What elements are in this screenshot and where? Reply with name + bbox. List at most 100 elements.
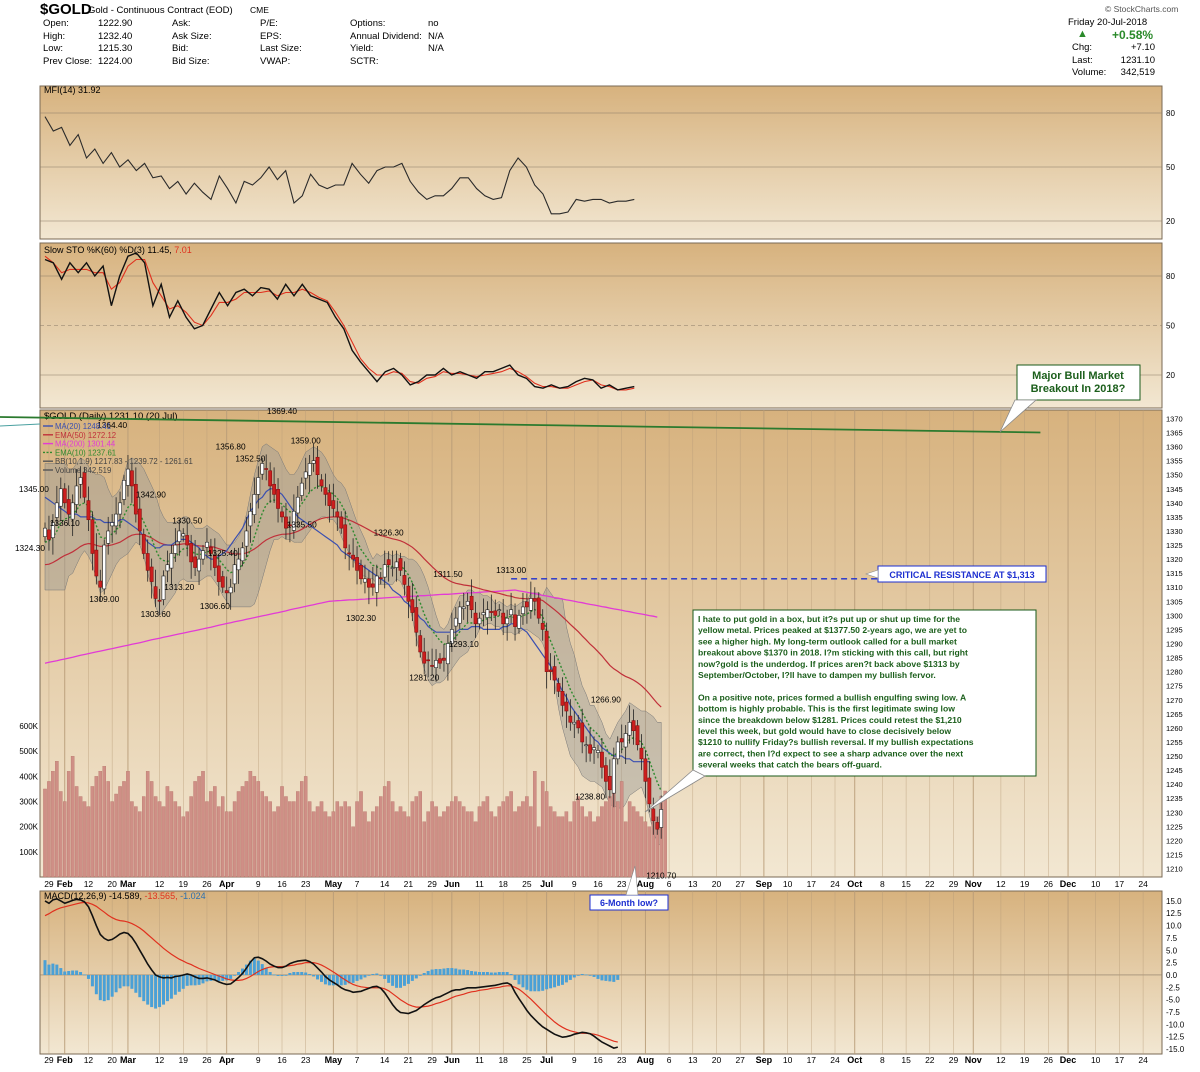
price-tick-label: 1370 (1166, 414, 1183, 423)
macd-histogram-bar (462, 969, 466, 975)
stochastic-d-value: 7.01 (174, 245, 192, 255)
macd-histogram-bar (177, 974, 181, 992)
macd-histogram-bar (59, 968, 63, 975)
candle-body (291, 510, 296, 531)
candle-body (359, 564, 363, 580)
macd-histogram-bar (146, 974, 150, 1005)
macd-histogram-bar (138, 974, 142, 998)
volume-bar (600, 806, 604, 878)
macd-histogram-bar (75, 970, 79, 975)
volume-bar (82, 801, 87, 878)
volume-bar (217, 806, 221, 878)
x-tick-label: Oct (847, 879, 862, 889)
volume-bar (122, 781, 126, 878)
price-label: 1356.80 (216, 442, 246, 452)
ema10-line (44, 485, 662, 792)
candle-body (449, 629, 454, 644)
stat-label: Prev Close: (43, 55, 93, 67)
macd-histogram-bar (410, 974, 414, 981)
volume-bar (114, 793, 118, 878)
candle-body (62, 488, 67, 504)
candle-body (102, 544, 107, 590)
volume-bar (544, 791, 549, 878)
macd-histogram-bar (426, 971, 430, 975)
macd-histogram-bar (284, 974, 288, 976)
x-tick-label: Feb (57, 879, 74, 889)
stat-value: 1215.30 (98, 43, 133, 54)
x-tick-label: 16 (593, 879, 603, 889)
price-label: 1311.50 (433, 569, 463, 579)
legend-entry: EMA(10) 1237.61 (55, 448, 116, 457)
option-label: Annual Dividend: (350, 30, 422, 42)
stochastic-tick-label: 20 (1166, 371, 1175, 380)
volume-bar (63, 801, 67, 878)
candle-body (347, 552, 352, 555)
candle-body (414, 607, 419, 633)
quote-label: Bid Size: (172, 55, 210, 67)
stat-value: 1232.40 (98, 30, 133, 42)
macd-histogram-bar (442, 968, 446, 975)
x-tick-label: 12 (155, 879, 165, 889)
macd-histogram-bar (122, 974, 126, 987)
price-label: 1325.40 (208, 548, 238, 558)
candle-body (600, 751, 604, 768)
macd-x-tick-label: 20 (107, 1055, 117, 1065)
candle-body (647, 777, 652, 805)
summary-label: Last: (1072, 54, 1093, 66)
price-tick-label: 1215 (1166, 850, 1183, 859)
macd-x-tick-label: 27 (735, 1055, 745, 1065)
macd-histogram-bar (288, 972, 292, 975)
price-label: 1364.40 (97, 420, 127, 430)
price-label: 1342.90 (136, 490, 166, 500)
volume-bar (240, 786, 245, 878)
price-tick-label: 1335 (1166, 513, 1183, 522)
volume-bar (446, 806, 450, 878)
candle-body (58, 488, 63, 507)
volume-bar (382, 786, 387, 878)
volume-bar (311, 811, 316, 878)
macd-x-tick-label: 12 (155, 1055, 165, 1065)
candle-body (193, 556, 198, 568)
macd-x-tick-label: 19 (1020, 1055, 1030, 1065)
candle-body (130, 470, 134, 487)
candle-body (280, 511, 284, 518)
price-label: 1313.00 (496, 565, 526, 575)
candle-body (228, 586, 233, 594)
volume-bar (189, 796, 193, 878)
volume-bar (303, 776, 308, 878)
macd-x-tick-label: Feb (57, 1055, 74, 1065)
candle-body (133, 483, 138, 515)
macd-x-tick-label: 23 (301, 1055, 311, 1065)
volume-bar (390, 801, 395, 878)
candle-body (169, 553, 174, 569)
candle-body (430, 665, 435, 667)
fundamental-label: VWAP: (260, 55, 291, 67)
volume-bar (90, 786, 95, 878)
macd-x-tick-label: 19 (179, 1055, 189, 1065)
macd-histogram-bar (580, 973, 584, 975)
macd-histogram-bar (351, 974, 355, 983)
macd-histogram-bar (474, 971, 478, 975)
macd-x-tick-label: 26 (1044, 1055, 1054, 1065)
candle-body (568, 715, 573, 723)
price-tick-label: 1210 (1166, 865, 1183, 874)
macd-histogram-bar (225, 974, 229, 981)
volume-bar (106, 781, 110, 878)
volume-bar (299, 781, 304, 878)
candle-body (126, 468, 130, 486)
macd-signal-line (44, 901, 618, 1043)
price-label: 1359.00 (291, 435, 321, 445)
candle-body (323, 487, 328, 495)
macd-histogram-bar (513, 974, 517, 980)
volume-bar (564, 811, 569, 878)
volume-tick-label: 200K (19, 823, 38, 832)
stat-label: High: (43, 30, 66, 42)
volume-bar (185, 811, 189, 878)
macd-histogram-bar (209, 974, 213, 981)
resistance-annotation-text: CRITICAL RESISTANCE AT $1,313 (889, 570, 1034, 580)
x-tick-label: 13 (688, 879, 698, 889)
volume-bar (521, 801, 525, 878)
macd-histogram-bar (323, 974, 327, 985)
volume-bar (213, 786, 217, 878)
